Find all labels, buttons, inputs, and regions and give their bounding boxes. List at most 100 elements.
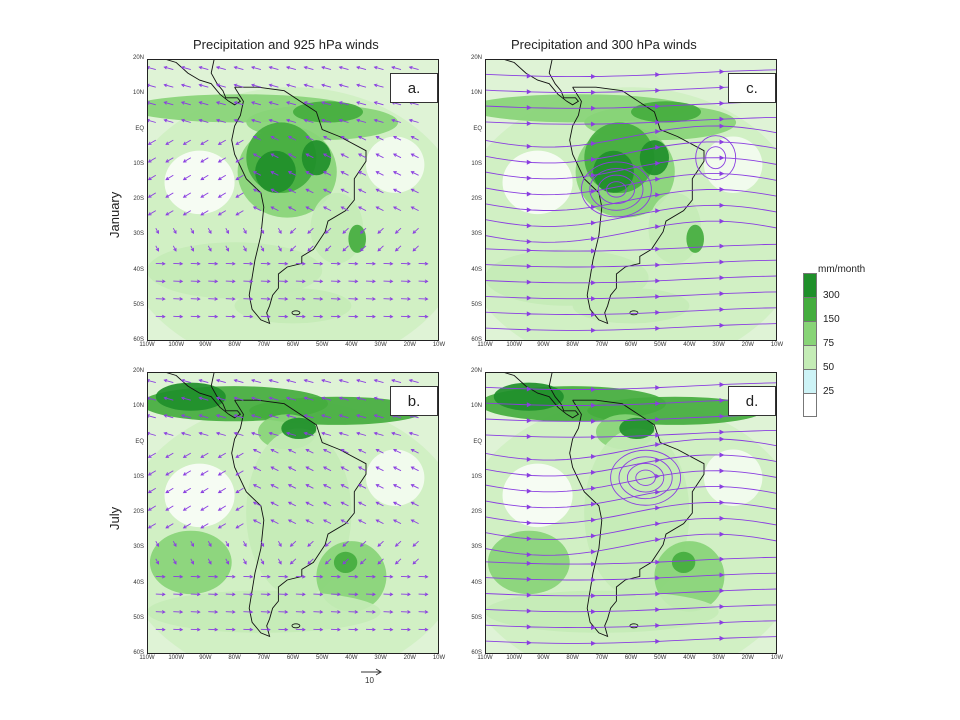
wind-arrowhead xyxy=(410,466,415,470)
wind-vector xyxy=(251,119,262,123)
wind-arrowhead xyxy=(231,592,236,597)
wind-arrowhead xyxy=(163,378,168,383)
wind-arrowhead xyxy=(307,543,312,547)
lat-tick-label: 40S xyxy=(133,266,144,273)
wind-arrowhead xyxy=(270,519,275,523)
wind-vector xyxy=(164,432,174,436)
wind-vector xyxy=(409,432,419,436)
wind-vector xyxy=(391,379,402,384)
wind-arrowhead xyxy=(289,247,294,252)
map-svg xyxy=(485,372,777,654)
wind-vector xyxy=(342,540,349,547)
wind-arrowhead xyxy=(354,610,359,614)
wind-arrowhead xyxy=(357,448,362,453)
streamline xyxy=(485,69,777,78)
wind-vector xyxy=(358,206,367,212)
streamline-arrow xyxy=(526,73,532,79)
streamline-arrow xyxy=(526,191,532,197)
wind-vector xyxy=(251,66,262,71)
wind-vector xyxy=(235,139,244,145)
wind-arrowhead xyxy=(268,101,273,105)
wind-arrowhead xyxy=(235,454,240,458)
wind-vector xyxy=(290,540,297,547)
wind-arrowhead xyxy=(250,378,255,383)
wind-arrowhead xyxy=(165,454,170,458)
wind-arrowhead xyxy=(233,83,238,88)
streamline-arrow xyxy=(526,121,532,127)
wind-arrowhead xyxy=(407,610,411,614)
wind-vector xyxy=(395,540,402,547)
wind-arrowhead xyxy=(233,118,238,123)
lon-tick-label: 70W xyxy=(595,655,608,661)
wind-vector xyxy=(148,174,157,180)
wind-arrowhead xyxy=(165,525,170,529)
wind-vector xyxy=(288,501,297,507)
wind-arrowhead xyxy=(322,484,327,488)
wind-vector xyxy=(323,153,332,159)
wind-arrowhead xyxy=(391,378,396,383)
wind-vector xyxy=(304,414,314,419)
wind-vector xyxy=(395,245,402,252)
anticyclone-contour xyxy=(610,449,682,506)
lon-tick-label: 90W xyxy=(199,655,212,661)
lon-tick-label: 60W xyxy=(286,342,300,348)
dry-area xyxy=(164,150,235,215)
wind-arrowhead xyxy=(267,297,271,301)
anticyclone-contour xyxy=(589,168,644,211)
wind-arrowhead xyxy=(196,297,201,301)
wind-arrowhead xyxy=(251,83,255,88)
wind-vector xyxy=(164,414,174,419)
wind-arrowhead xyxy=(373,101,378,105)
wind-vector xyxy=(288,466,297,472)
wind-arrowhead xyxy=(284,297,289,301)
wind-arrowhead xyxy=(303,65,308,70)
wind-vector xyxy=(181,101,191,106)
wind-arrowhead xyxy=(305,466,310,470)
wind-vector xyxy=(235,505,244,511)
wind-arrowhead xyxy=(372,261,376,266)
wind-arrowhead xyxy=(377,247,382,252)
wind-vector xyxy=(339,84,349,88)
lat-tick-label: 20S xyxy=(133,509,144,515)
wind-vector xyxy=(148,210,157,216)
wind-arrowhead xyxy=(233,396,238,401)
wind-arrowhead xyxy=(268,65,273,70)
wind-vector xyxy=(356,66,367,71)
wind-arrowhead xyxy=(338,118,343,123)
wind-vector xyxy=(305,449,314,454)
streamline-arrow xyxy=(526,279,532,285)
wind-arrowhead xyxy=(285,101,290,105)
wind-arrowhead xyxy=(182,194,187,198)
wind-arrowhead xyxy=(214,297,219,301)
wind-arrowhead xyxy=(321,83,326,88)
wind-arrowhead xyxy=(356,101,361,105)
wind-arrowhead xyxy=(182,507,187,511)
wind-vector xyxy=(269,119,279,123)
streamline-arrow xyxy=(591,264,597,270)
wind-vector xyxy=(412,245,419,252)
wind-vector xyxy=(216,414,226,419)
wind-arrowhead xyxy=(340,466,345,470)
wind-arrowhead xyxy=(303,101,308,105)
wind-arrowhead xyxy=(217,489,222,494)
wind-vector xyxy=(165,192,174,198)
wind-vector xyxy=(323,188,332,194)
wind-vector xyxy=(374,414,384,419)
wind-vector xyxy=(225,227,229,234)
dry-area xyxy=(366,449,425,506)
wind-vector xyxy=(288,206,297,212)
wind-vector xyxy=(325,558,332,565)
streamline-arrow xyxy=(719,116,725,122)
lat-tick-label: 50S xyxy=(471,614,482,621)
wind-arrowhead xyxy=(260,543,265,548)
wind-vector xyxy=(200,192,209,198)
streamline-arrow xyxy=(526,418,532,424)
streamline-arrow xyxy=(655,72,661,78)
precip-area xyxy=(234,288,352,324)
wind-arrowhead xyxy=(165,472,170,476)
streamline-arrow xyxy=(655,119,661,125)
wind-arrowhead xyxy=(147,141,152,145)
streamline xyxy=(485,204,777,227)
wind-vector xyxy=(341,484,349,489)
wind-arrowhead xyxy=(200,141,205,145)
